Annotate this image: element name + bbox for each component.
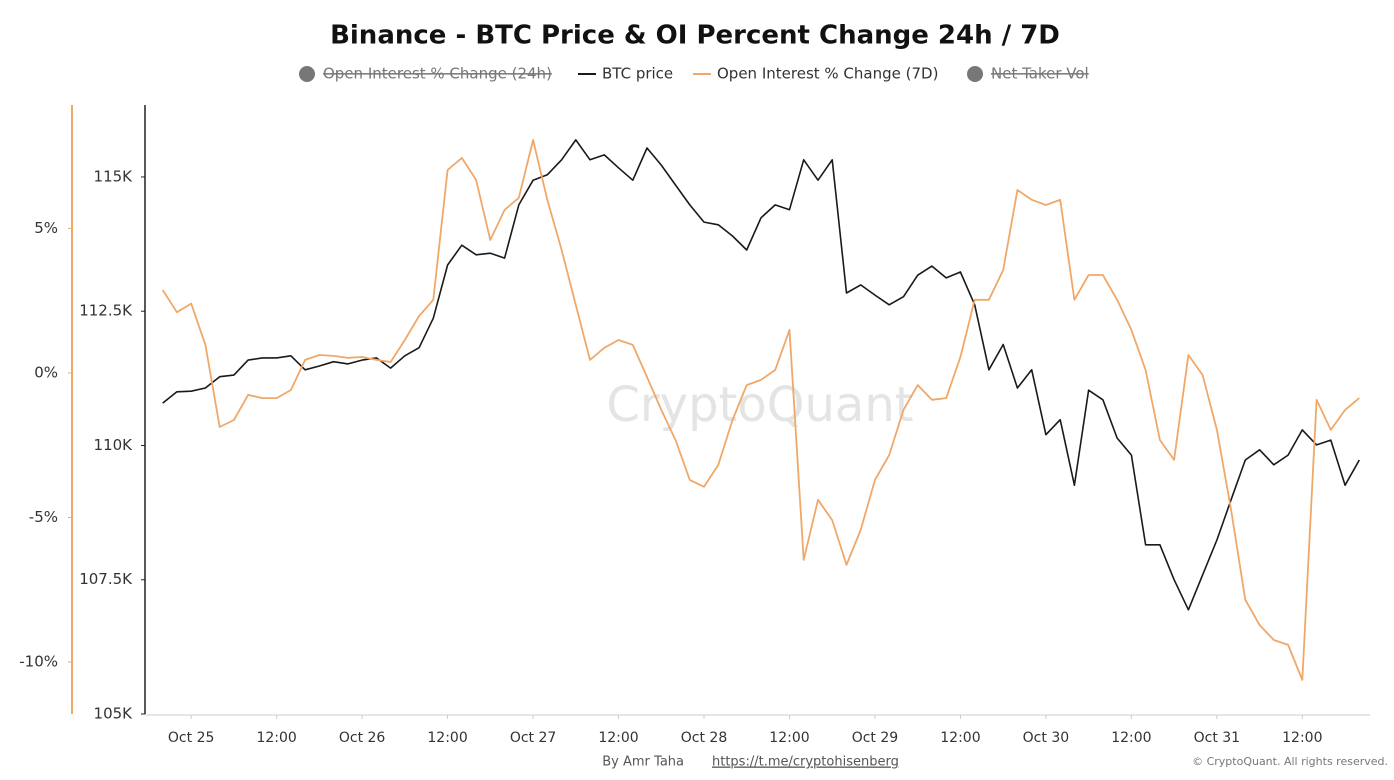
x-tick-label: Oct 27 — [510, 730, 556, 746]
footer-author: By Amr Taha — [602, 755, 684, 770]
x-tick-label: Oct 26 — [339, 730, 386, 746]
copyright: © CryptoQuant. All rights reserved. — [1192, 755, 1388, 768]
y2-tick-label: 0% — [34, 363, 58, 381]
y-tick-label: 110K — [94, 436, 134, 454]
y-tick-label: 112.5K — [79, 302, 133, 320]
x-tick-label: Oct 31 — [1194, 730, 1240, 746]
series-line — [162, 139, 1360, 611]
legend-label[interactable]: BTC price — [602, 65, 673, 83]
x-tick-label: Oct 25 — [168, 730, 214, 746]
legend-marker — [967, 66, 983, 82]
x-tick-label: 12:00 — [256, 730, 296, 746]
chart-title: Binance - BTC Price & OI Percent Change … — [330, 21, 1060, 51]
footer-link[interactable]: https://t.me/cryptohisenberg — [712, 755, 899, 770]
watermark: CryptoQuant — [606, 377, 913, 433]
series-line — [161, 139, 1360, 681]
y2-tick-label: -10% — [19, 652, 58, 670]
legend-label[interactable]: Open Interest % Change (24h) — [323, 65, 552, 83]
legend-label[interactable]: Open Interest % Change (7D) — [717, 65, 938, 83]
x-tick-label: 12:00 — [598, 730, 638, 746]
x-tick-label: Oct 29 — [852, 730, 898, 746]
x-tick-label: 12:00 — [1111, 730, 1151, 746]
x-tick-label: 12:00 — [427, 730, 467, 746]
y-tick-label: 105K — [94, 705, 134, 723]
y-tick-label: 115K — [94, 167, 134, 185]
y2-tick-label: -5% — [29, 508, 58, 526]
x-tick-label: Oct 28 — [681, 730, 727, 746]
x-tick-label: 12:00 — [769, 730, 809, 746]
legend-marker — [299, 66, 315, 82]
x-tick-label: 12:00 — [940, 730, 980, 746]
y-tick-label: 107.5K — [79, 570, 133, 588]
legend-label[interactable]: Net Taker Vol — [991, 65, 1089, 83]
x-tick-label: 12:00 — [1282, 730, 1322, 746]
x-tick-label: Oct 30 — [1023, 730, 1069, 746]
y2-tick-label: 5% — [34, 219, 58, 237]
